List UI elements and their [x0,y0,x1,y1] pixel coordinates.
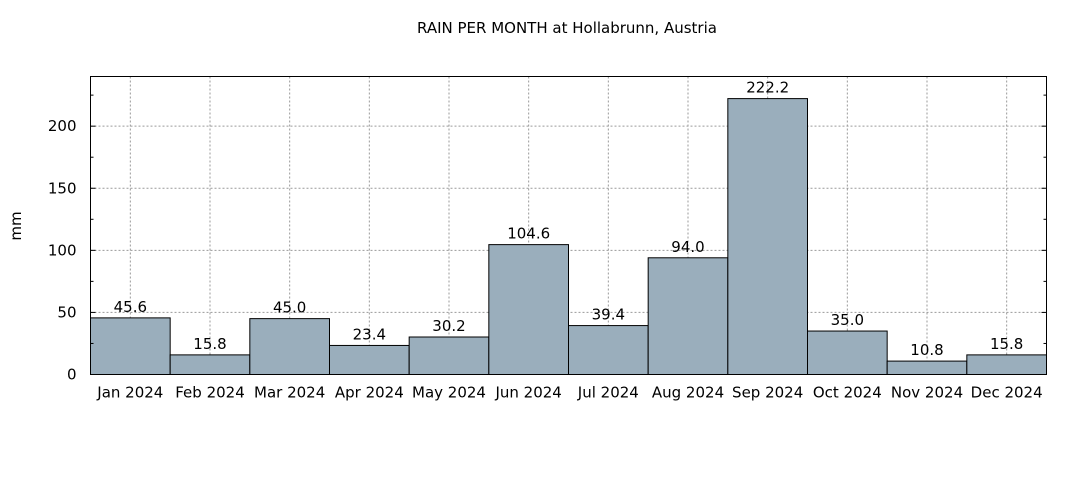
bar-jul-2024 [568,325,649,376]
bar-value-label: 23.4 [353,325,386,343]
bar-may-2024 [408,336,490,376]
bar-nov-2024 [886,360,968,375]
bars [90,98,1047,376]
x-tick-label: Aug 2024 [652,384,724,402]
bar-value-label: 39.4 [592,306,625,324]
y-tick-label: 150 [48,179,77,197]
bar-value-label: 104.6 [507,225,550,243]
labels: 0 50 100 150 200 45.6 Jan 2024 15.8 Feb 2024 45.0… [48,79,1043,402]
bar-value-label: 94.0 [671,238,704,256]
x-tick-label: Jun 2024 [494,384,561,402]
bar-value-label: 15.8 [990,335,1023,353]
bar-feb-2024 [169,354,251,375]
x-tick-label: Dec 2024 [971,384,1043,402]
x-tick-label: Sep 2024 [732,384,803,402]
bar-jan-2024 [90,317,171,376]
bar-value-label: 45.0 [273,299,306,317]
x-tick-label: Jul 2024 [577,384,639,402]
x-tick-label: Jan 2024 [96,384,163,402]
bar-apr-2024 [329,344,410,376]
x-tick-label: Apr 2024 [335,384,404,402]
y-tick-label: 0 [67,366,77,384]
bar-value-label: 45.6 [114,298,147,316]
x-tick-label: May 2024 [412,384,486,402]
y-tick-label: 50 [57,303,76,321]
chart-title: RAIN PER MONTH at Hollabrunn, Austria [417,19,717,37]
y-tick-label: 100 [48,241,77,259]
x-tick-label: Mar 2024 [254,384,325,402]
x-tick-label: Nov 2024 [891,384,963,402]
bar-value-label: 10.8 [910,341,943,359]
bar-oct-2024 [807,330,888,375]
bar-aug-2024 [647,257,729,375]
bar-mar-2024 [249,318,330,375]
x-tick-label: Oct 2024 [813,384,882,402]
bar-sep-2024 [727,98,808,376]
bar-value-label: 15.8 [193,335,226,353]
plot-frame [90,76,1047,375]
bar-value-label: 222.2 [746,79,789,97]
bar-dec-2024 [966,354,1047,375]
x-tick-label: Feb 2024 [175,384,245,402]
y-tick-label: 200 [48,117,77,135]
bar-jun-2024 [488,244,570,375]
bar-value-label: 30.2 [432,317,465,335]
y-axis-label: mm [7,211,25,240]
bar-value-label: 35.0 [831,311,864,329]
